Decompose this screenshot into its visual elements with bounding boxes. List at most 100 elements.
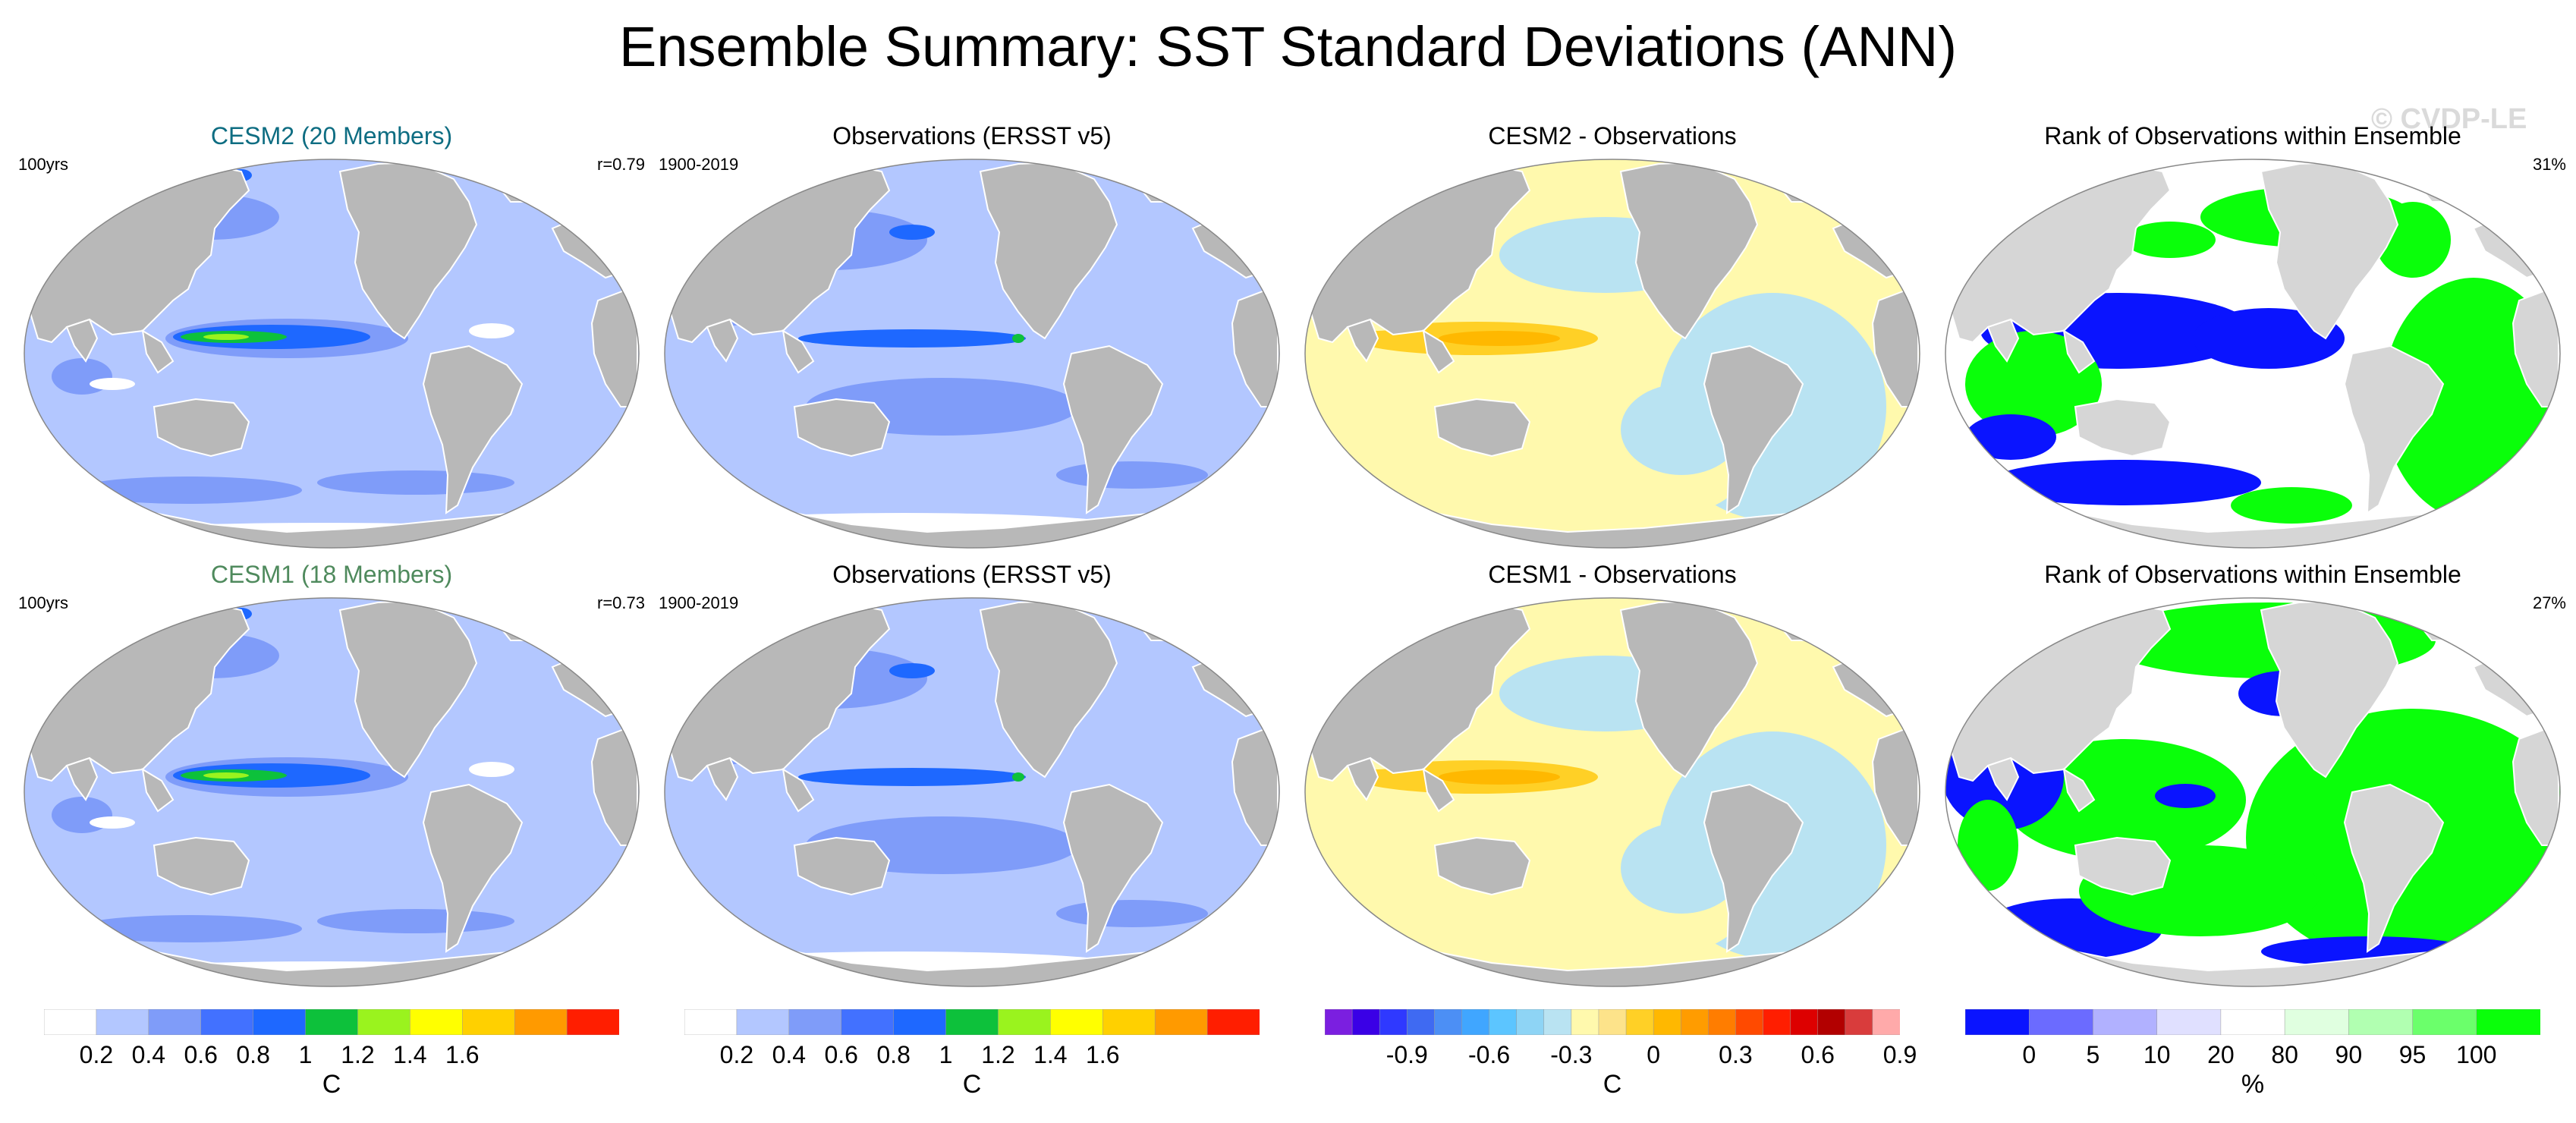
- colorbar-swatch: [462, 1009, 515, 1035]
- colorbar-swatch: [2156, 1009, 2222, 1035]
- colorbar-swatch: [893, 1009, 947, 1035]
- colorbar-swatch: [1407, 1009, 1436, 1035]
- colorbar-swatch: [148, 1009, 202, 1035]
- panel-title: Observations (ERSST v5): [832, 561, 1112, 588]
- colorbar-tick-label: 90: [2335, 1041, 2363, 1068]
- colorbar-swatch: [2348, 1009, 2414, 1035]
- colorbar-3: -0.9 -0.6 -0.3 0 0.3 0.6 0.9 C: [1325, 1009, 1917, 1123]
- map-canvas: [664, 159, 1280, 549]
- colorbar-tick-label: 1.2: [341, 1041, 375, 1068]
- map-panel-6: Observations (ERSST v5) 1900-2019: [654, 558, 1290, 997]
- colorbar-swatch: [1154, 1009, 1208, 1035]
- colorbar-swatch: [684, 1009, 738, 1035]
- contour-region: [1012, 772, 1024, 782]
- colorbar-tick-label: 1.4: [1033, 1041, 1068, 1068]
- map-border: [24, 597, 640, 987]
- contour-region: [889, 225, 935, 240]
- contour-region: [1056, 900, 1208, 927]
- panel-right-label: r=0.79: [597, 155, 645, 174]
- land-namerica: [2260, 161, 2399, 340]
- panel-right-label: 27%: [2532, 593, 2566, 612]
- colorbar-unit: C: [1603, 1070, 1622, 1099]
- colorbar-swatch: [1571, 1009, 1599, 1035]
- colorbar-swatch: [1543, 1009, 1572, 1035]
- colorbar-swatch: [357, 1009, 411, 1035]
- colorbar-tick-label: 95: [2398, 1041, 2427, 1068]
- map-border: [664, 597, 1280, 987]
- land-namerica: [1619, 599, 1759, 779]
- contour-region: [1439, 331, 1560, 346]
- colorbar-swatch: [1735, 1009, 1764, 1035]
- colorbar-tick-label: 0.6: [184, 1041, 218, 1068]
- colorbar-tick-label: 0.2: [719, 1041, 754, 1068]
- land-seasia: [1422, 768, 1455, 813]
- land-australia: [153, 836, 250, 896]
- contour-region: [1439, 769, 1560, 785]
- land-india: [706, 757, 739, 801]
- colorbar-swatch: [1050, 1009, 1104, 1035]
- map-panel-1: CESM2 (20 Members) 100yrs r=0.79: [14, 120, 650, 558]
- colorbar-tick-label: -0.9: [1386, 1041, 1428, 1068]
- panel-title: CESM2 (20 Members): [210, 122, 453, 149]
- colorbar-swatch: [1351, 1009, 1380, 1035]
- colorbar-tick-label: 10: [2143, 1041, 2171, 1068]
- colorbar-swatch: [1845, 1009, 1873, 1035]
- colorbar-swatch: [1206, 1009, 1260, 1035]
- map-canvas: [24, 597, 640, 987]
- land-seasia: [782, 329, 815, 374]
- colorbar-tick-label: 80: [2271, 1041, 2298, 1068]
- colorbar-swatch: [1516, 1009, 1545, 1035]
- map-canvas: [1304, 597, 1920, 987]
- land-seasia: [782, 768, 815, 813]
- colorbar-swatch: [1102, 1009, 1156, 1035]
- map-panel-2: Observations (ERSST v5) 1900-2019: [654, 120, 1290, 558]
- colorbar-swatch: [1598, 1009, 1627, 1035]
- land-australia: [1433, 398, 1531, 458]
- colorbar-tick-label: 1.2: [981, 1041, 1015, 1068]
- colorbar-tick-label: 0.4: [131, 1041, 166, 1068]
- colorbar-swatch: [1763, 1009, 1791, 1035]
- colorbar-tick-label: 1: [939, 1041, 953, 1068]
- colorbar-swatch: [2220, 1009, 2285, 1035]
- panel-title: CESM1 - Observations: [1488, 561, 1737, 588]
- land-namerica: [2260, 599, 2399, 779]
- contour-region: [203, 772, 249, 779]
- land-australia: [2074, 398, 2172, 458]
- land-samerica: [1062, 783, 1164, 953]
- colorbar-tick-label: -0.3: [1550, 1041, 1593, 1068]
- contour-region: [1965, 331, 2102, 437]
- colorbar-swatch: [1489, 1009, 1518, 1035]
- contour-region: [1012, 334, 1024, 343]
- contour-region: [1741, 162, 1759, 178]
- colorbar-tick-label: 1.6: [1086, 1041, 1120, 1068]
- land-samerica: [1703, 344, 1804, 514]
- panel-title: Observations (ERSST v5): [832, 122, 1112, 149]
- colorbar-swatch: [1325, 1009, 1353, 1035]
- colorbar-swatch: [788, 1009, 842, 1035]
- land-namerica: [979, 599, 1118, 779]
- contour-region: [2155, 784, 2216, 808]
- colorbar-unit: C: [322, 1070, 341, 1099]
- colorbar-swatch: [1461, 1009, 1490, 1035]
- colorbar-tick-label: 1.4: [393, 1041, 427, 1068]
- map-border: [1945, 597, 2561, 987]
- colorbar-unit: C: [962, 1070, 982, 1099]
- colorbar-swatch: [44, 1009, 97, 1035]
- contour-region: [2193, 308, 2345, 369]
- colorbar-tick-label: -0.6: [1467, 1041, 1511, 1068]
- land-samerica: [1062, 344, 1164, 514]
- land-samerica: [2343, 344, 2445, 514]
- map-border: [1304, 159, 1920, 549]
- map-border: [664, 159, 1280, 549]
- colorbar-swatch: [998, 1009, 1052, 1035]
- contour-region: [317, 470, 514, 495]
- land-india: [1346, 318, 1379, 363]
- panel-right-label: 31%: [2532, 155, 2566, 174]
- colorbar-swatch: [736, 1009, 790, 1035]
- colorbar-swatch: [1625, 1009, 1654, 1035]
- map-panel-7: CESM1 - Observations: [1294, 558, 1930, 997]
- colorbar-tick-label: 0.8: [876, 1041, 911, 1068]
- land-australia: [793, 836, 891, 896]
- land-namerica: [338, 599, 478, 779]
- land-seasia: [1422, 329, 1455, 374]
